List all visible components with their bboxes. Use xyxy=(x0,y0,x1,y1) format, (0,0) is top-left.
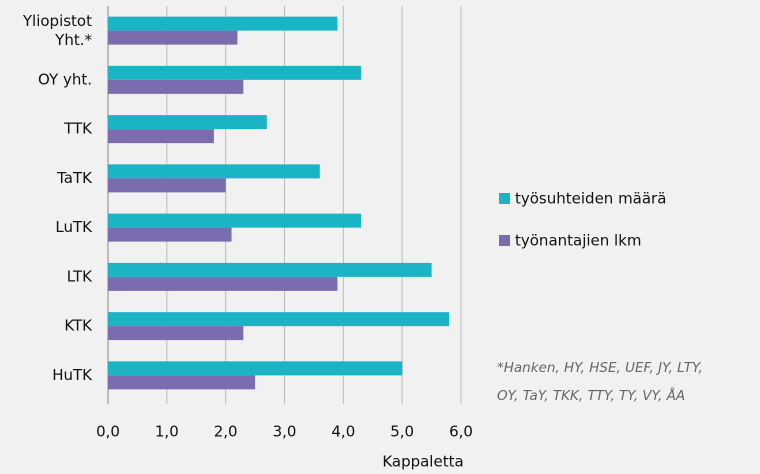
bar xyxy=(108,30,238,45)
bar xyxy=(108,65,361,80)
x-tick-label: 3,0 xyxy=(273,423,297,441)
legend-swatch xyxy=(499,235,510,246)
annotation: *Hanken, HY, HSE, UEF, JY, LTY, OY, TaY, … xyxy=(497,360,703,404)
x-axis-label: Kappaletta xyxy=(382,453,463,471)
y-tick-label: TaTK xyxy=(56,169,93,187)
x-tick-label: 2,0 xyxy=(214,423,238,441)
y-tick-label: TTK xyxy=(63,120,93,138)
bar xyxy=(108,164,320,179)
bar xyxy=(108,178,226,193)
y-tick-label: KTK xyxy=(64,317,93,335)
x-tick-label: 6,0 xyxy=(449,423,473,441)
bar xyxy=(108,79,244,94)
x-tick-label: 0,0 xyxy=(96,423,120,441)
bar xyxy=(108,375,256,390)
y-tick-label: LTK xyxy=(67,267,93,285)
x-tick-label: 1,0 xyxy=(155,423,179,441)
legend-label: työsuhteiden määrä xyxy=(515,190,666,208)
bar xyxy=(108,129,214,144)
bar xyxy=(108,276,338,291)
bar xyxy=(108,213,361,228)
bar xyxy=(108,262,432,277)
legend-swatch xyxy=(499,193,510,204)
bar xyxy=(108,312,450,327)
legend-label: työnantajien lkm xyxy=(515,232,642,250)
x-tick-label: 4,0 xyxy=(331,423,355,441)
y-tick-label: LuTK xyxy=(55,218,93,236)
bar xyxy=(108,16,338,31)
bar xyxy=(108,227,232,242)
x-tick-label: 5,0 xyxy=(390,423,414,441)
y-tick-label: Yliopistot Yht.* xyxy=(22,12,93,49)
y-tick-label: OY yht. xyxy=(38,70,92,88)
y-tick-label: HuTK xyxy=(52,366,93,384)
bar xyxy=(108,326,244,341)
bar xyxy=(108,115,267,130)
bar xyxy=(108,361,403,376)
